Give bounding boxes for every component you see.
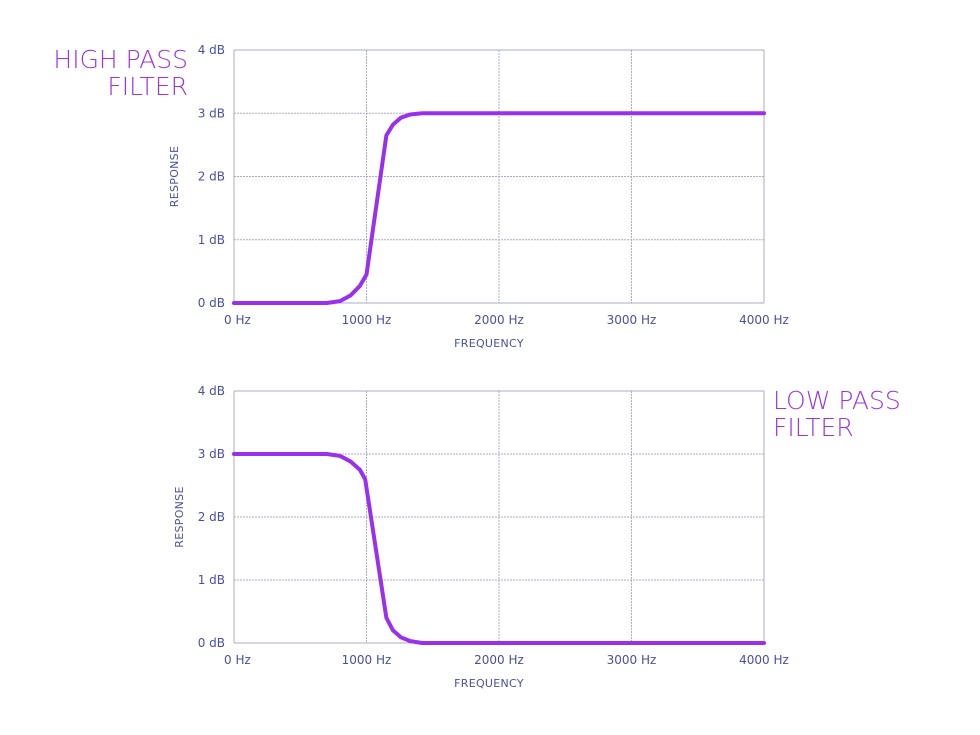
chart-0: 0 dB 1 dB 2 dB 3 dB 4 dB 0 Hz 1000 Hz 2000 Hz 30…: [168, 43, 789, 350]
y-axis-label: RESPONSE: [168, 146, 181, 207]
y-tick-label: 4 dB: [198, 384, 225, 398]
title-line: FILTER: [773, 413, 854, 442]
x-axis-label: FREQUENCY: [454, 337, 524, 350]
x-tick-label: 2000 Hz: [474, 653, 524, 667]
x-tick-label: 4000 Hz: [739, 313, 789, 327]
x-tick-label: 0 Hz: [224, 653, 251, 667]
title-line: FILTER: [107, 72, 188, 101]
chart-title-low-pass: LOW PASS FILTER: [773, 387, 901, 441]
x-tick-label: 3000 Hz: [607, 313, 657, 327]
y-tick-label: 3 dB: [198, 447, 225, 461]
y-tick-label: 4 dB: [198, 43, 225, 57]
x-tick-label: 1000 Hz: [342, 653, 392, 667]
x-tick-label: 2000 Hz: [474, 313, 524, 327]
chart-title-high-pass: HIGH PASS FILTER: [53, 46, 188, 100]
y-tick-label: 2 dB: [198, 510, 225, 524]
y-tick-label: 0 dB: [198, 296, 225, 310]
x-axis-label: FREQUENCY: [454, 677, 524, 690]
y-tick-label: 1 dB: [198, 573, 225, 587]
y-axis-label: RESPONSE: [173, 486, 186, 547]
x-tick-label: 3000 Hz: [607, 653, 657, 667]
title-line: HIGH PASS: [53, 45, 188, 74]
title-line: LOW PASS: [773, 386, 901, 415]
x-tick-label: 1000 Hz: [342, 313, 392, 327]
response-curve: [232, 452, 766, 645]
response-curve: [232, 111, 766, 305]
chart-1: 0 dB 1 dB 2 dB 3 dB 4 dB 0 Hz 1000 Hz 2000 Hz 30…: [173, 384, 789, 690]
x-tick-label: 0 Hz: [224, 313, 251, 327]
y-tick-label: 1 dB: [198, 233, 225, 247]
y-tick-label: 2 dB: [198, 170, 225, 184]
x-tick-label: 4000 Hz: [739, 653, 789, 667]
y-tick-label: 3 dB: [198, 106, 225, 120]
y-tick-label: 0 dB: [198, 636, 225, 650]
